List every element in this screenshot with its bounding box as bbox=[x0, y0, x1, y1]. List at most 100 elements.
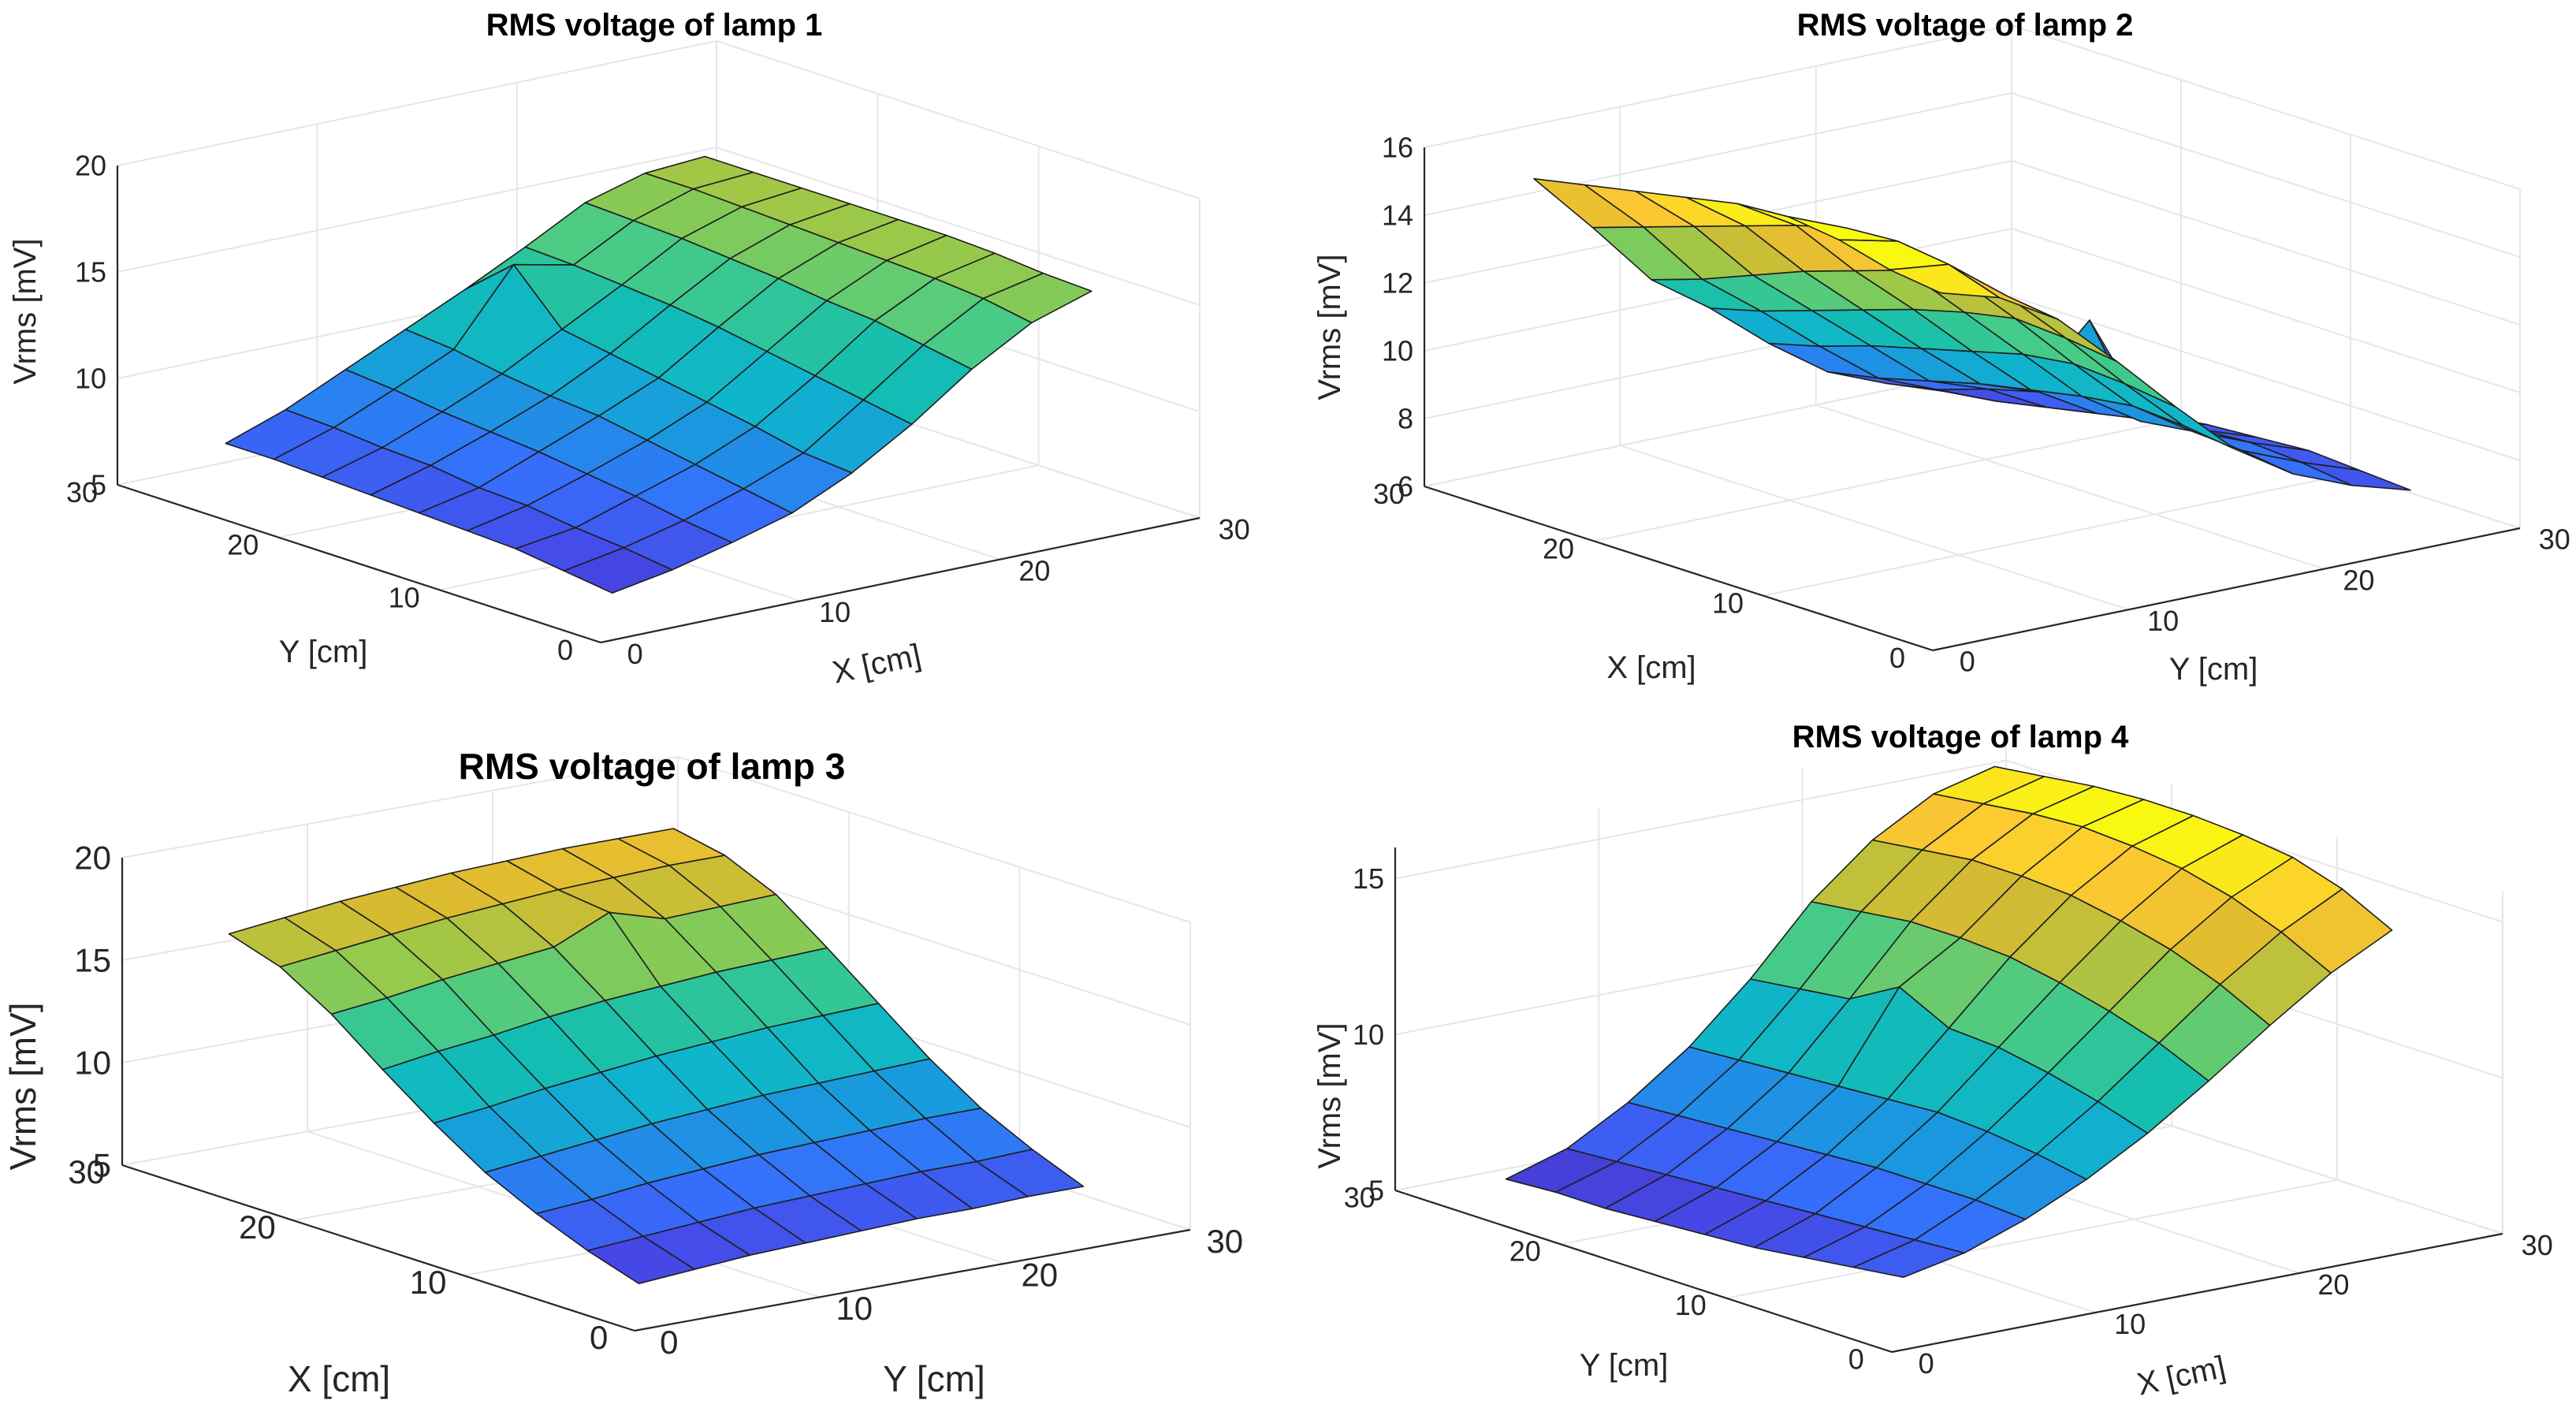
z-tick-label: 5 bbox=[1368, 1175, 1384, 1207]
x-tick-label: 20 bbox=[1018, 555, 1050, 587]
z-tick-label: 5 bbox=[91, 469, 106, 501]
surface bbox=[228, 828, 1085, 1284]
z-tick-label: 10 bbox=[1382, 335, 1413, 367]
grid-line bbox=[716, 40, 1201, 199]
y-tick-label: 0 bbox=[557, 634, 573, 666]
chart-lamp-1: X [cm] Y [cm] Vrms [mV] 0102030010203051… bbox=[8, 8, 1250, 691]
y-tick-label: 0 bbox=[1848, 1343, 1864, 1375]
surface-patch bbox=[586, 1235, 695, 1284]
grid-line bbox=[2011, 24, 2521, 190]
x-tick-label: 0 bbox=[1919, 1347, 1934, 1380]
grid-line bbox=[1424, 92, 2012, 216]
surface bbox=[1505, 765, 2393, 1278]
y-axis-line bbox=[1394, 1189, 1893, 1354]
grid-line bbox=[1424, 24, 2012, 148]
x-axis-line bbox=[121, 1164, 635, 1332]
z-tick-label: 14 bbox=[1382, 199, 1413, 232]
z-tick-label: 20 bbox=[75, 150, 106, 182]
y-axis-label: Y [cm] bbox=[1580, 1348, 1669, 1383]
y-tick-label: 30 bbox=[2539, 523, 2570, 556]
z-tick-label: 15 bbox=[1353, 862, 1384, 895]
x-tick-label: 0 bbox=[627, 638, 643, 670]
x-tick-label: 30 bbox=[2522, 1229, 2553, 1261]
x-tick-label: 10 bbox=[2114, 1308, 2146, 1340]
chart-lamp-3: X [cm] Y [cm] Vrms [mV] 0102030010203051… bbox=[2, 746, 1243, 1399]
x-tick-label: 10 bbox=[410, 1264, 447, 1301]
x-tick-label: 20 bbox=[239, 1209, 276, 1246]
grid-line bbox=[2011, 296, 2521, 461]
z-tick-label: 15 bbox=[74, 942, 111, 979]
y-axis-label: Y [cm] bbox=[279, 635, 368, 669]
y-axis-line bbox=[1932, 527, 2521, 652]
chart-title: RMS voltage of lamp 4 bbox=[1792, 720, 2129, 754]
y-tick-label: 10 bbox=[389, 581, 420, 613]
z-tick-label: 5 bbox=[93, 1147, 111, 1184]
y-tick-label: 10 bbox=[1675, 1289, 1707, 1321]
x-axis-line bbox=[1424, 485, 1934, 652]
grid-line bbox=[1763, 472, 2351, 597]
grid-line bbox=[117, 147, 717, 273]
z-tick-label: 10 bbox=[75, 363, 106, 395]
grid-line bbox=[121, 756, 679, 858]
z-axis-label: Vrms [mV] bbox=[8, 238, 43, 384]
z-tick-label: 16 bbox=[1382, 132, 1413, 164]
x-axis-label: X [cm] bbox=[829, 638, 924, 691]
surface-patch bbox=[1852, 1239, 1965, 1278]
x-tick-label: 20 bbox=[1543, 532, 1574, 564]
y-tick-label: 0 bbox=[1960, 646, 1975, 678]
y-tick-label: 20 bbox=[2343, 564, 2374, 596]
surface bbox=[225, 155, 1093, 594]
z-tick-label: 15 bbox=[75, 256, 106, 289]
z-tick-label: 10 bbox=[1353, 1019, 1384, 1051]
y-axis-label: Y [cm] bbox=[2169, 652, 2258, 687]
x-axis-line bbox=[1891, 1232, 2503, 1354]
x-tick-label: 10 bbox=[1712, 587, 1744, 620]
y-tick-label: 20 bbox=[227, 529, 259, 561]
y-axis-line bbox=[634, 1228, 1191, 1332]
grid-line bbox=[1815, 404, 2325, 570]
grid-line bbox=[2011, 92, 2521, 258]
y-tick-label: 20 bbox=[1509, 1235, 1541, 1268]
surface bbox=[1533, 177, 2411, 491]
surface-patch bbox=[563, 546, 673, 594]
x-axis-label: X [cm] bbox=[288, 1358, 390, 1399]
grid-line bbox=[677, 756, 1191, 923]
chart-title: RMS voltage of lamp 1 bbox=[486, 8, 823, 43]
x-tick-label: 0 bbox=[590, 1319, 608, 1356]
chart-lamp-4: X [cm] Y [cm] Vrms [mV] 0102030010203051… bbox=[1312, 720, 2553, 1402]
grid-line bbox=[117, 40, 717, 166]
y-tick-label: 30 bbox=[1344, 1181, 1375, 1213]
x-axis-line bbox=[600, 516, 1201, 644]
chart-title: RMS voltage of lamp 2 bbox=[1797, 8, 2134, 43]
surface-patch bbox=[1889, 263, 2001, 299]
grid-line bbox=[1725, 1179, 2338, 1299]
y-tick-label: 30 bbox=[66, 476, 98, 508]
x-tick-label: 0 bbox=[1889, 642, 1905, 674]
z-tick-label: 10 bbox=[74, 1045, 111, 1082]
x-axis-label: X [cm] bbox=[1606, 650, 1696, 685]
grid-line bbox=[2011, 228, 2521, 393]
x-axis-label: X [cm] bbox=[2134, 1350, 2228, 1402]
y-axis-label: Y [cm] bbox=[883, 1358, 985, 1399]
z-tick-label: 12 bbox=[1382, 267, 1413, 300]
x-tick-label: 20 bbox=[2317, 1268, 2349, 1301]
z-axis-label: Vrms [mV] bbox=[1312, 1022, 1347, 1168]
grid-line bbox=[1619, 445, 2129, 611]
x-tick-label: 30 bbox=[1219, 513, 1250, 546]
grid-line bbox=[1394, 759, 2007, 880]
chart-lamp-2: X [cm] Y [cm] Vrms [mV] 0102030010203068… bbox=[1312, 8, 2570, 687]
grid-line bbox=[716, 147, 1201, 306]
z-axis-label: Vrms [mV] bbox=[2, 1003, 43, 1171]
y-tick-label: 20 bbox=[1021, 1257, 1058, 1294]
grid-line bbox=[2011, 160, 2521, 326]
x-tick-label: 30 bbox=[68, 1153, 105, 1190]
y-axis-line bbox=[117, 483, 601, 644]
y-tick-label: 10 bbox=[836, 1290, 873, 1327]
z-tick-label: 20 bbox=[74, 840, 111, 877]
y-tick-label: 0 bbox=[660, 1324, 678, 1361]
x-tick-label: 10 bbox=[819, 596, 851, 628]
x-tick-label: 30 bbox=[1373, 478, 1405, 510]
chart-title: RMS voltage of lamp 3 bbox=[459, 746, 846, 787]
z-tick-label: 8 bbox=[1398, 403, 1413, 435]
